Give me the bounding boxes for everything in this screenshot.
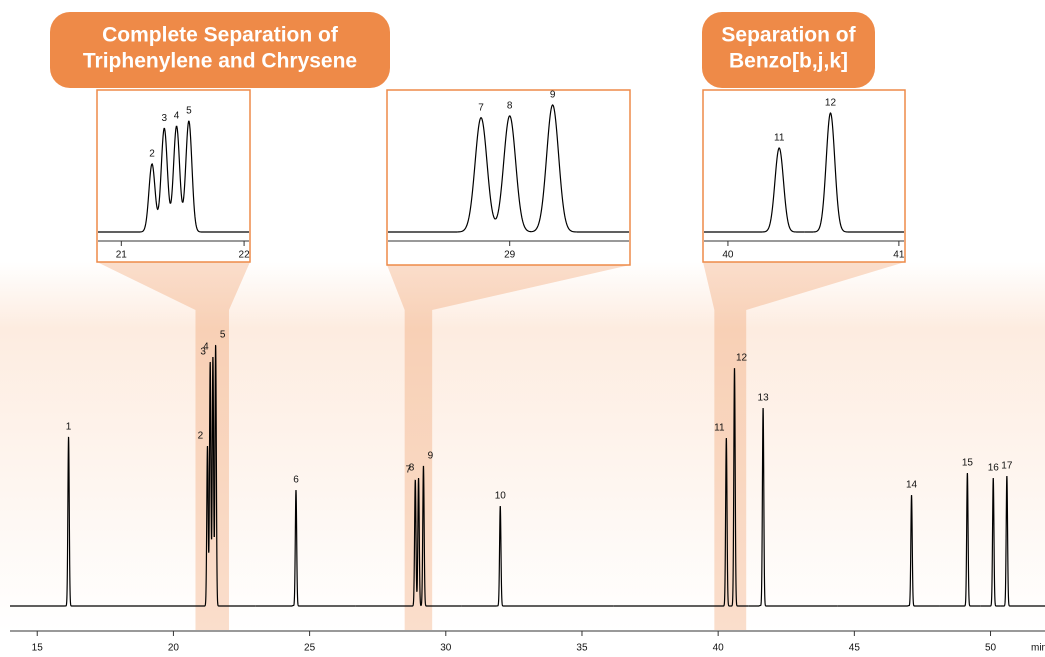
peak-label: 16 [988, 463, 1000, 474]
inset-frame [702, 89, 906, 263]
inset-tick-label: 21 [116, 250, 128, 261]
x-tick-label: 30 [440, 643, 452, 654]
peak-label: 13 [758, 393, 770, 404]
zoom-band [387, 265, 630, 630]
peak-label: 9 [428, 451, 434, 462]
peak [804, 112, 904, 233]
peak [138, 446, 210, 607]
inset-title: Triphenylene and Chrysene [83, 50, 357, 73]
peak [255, 489, 356, 607]
peak-label: 14 [906, 480, 918, 491]
x-tick-label: 25 [304, 643, 316, 654]
peak [213, 344, 256, 607]
peak-label: 2 [198, 431, 204, 442]
peak [157, 127, 171, 209]
peak [388, 116, 496, 233]
peak-label: 8 [507, 101, 513, 112]
inset-frame [386, 89, 631, 266]
peak-label: 3 [200, 347, 206, 358]
peak-label: 2 [149, 149, 155, 160]
zoom-band [703, 262, 905, 630]
peak [730, 368, 749, 607]
peak [416, 477, 422, 607]
peak [182, 120, 249, 233]
x-axis-label: min [1031, 643, 1045, 654]
peak [837, 495, 940, 607]
peak-label: 4 [174, 111, 180, 122]
peak-label: 11 [774, 133, 785, 144]
peak-label: 7 [406, 465, 412, 476]
inset-title: Benzo[b,j,k] [729, 50, 848, 73]
peak-label: 11 [714, 423, 725, 434]
inset-title-box [702, 12, 875, 88]
peak-label: 5 [220, 330, 226, 341]
x-tick-label: 45 [849, 643, 861, 654]
inset-title-box [50, 12, 390, 88]
x-tick-label: 40 [713, 643, 725, 654]
inset-tick-label: 41 [893, 250, 905, 261]
peak [355, 479, 418, 607]
peak [210, 357, 215, 540]
peak [98, 163, 159, 233]
peak [461, 505, 614, 607]
inset-tick-label: 40 [722, 250, 734, 261]
peak-label: 12 [825, 98, 837, 109]
peak-label: 9 [550, 90, 556, 101]
inset-tick-label: 29 [504, 250, 516, 261]
x-tick-label: 20 [168, 643, 180, 654]
peak-label: 15 [962, 458, 974, 469]
peak [208, 361, 213, 552]
peak [10, 436, 139, 607]
peak [495, 115, 532, 233]
peak-label: 3 [162, 113, 168, 124]
peak-label: 12 [736, 353, 748, 364]
peak-label: 4 [203, 342, 209, 353]
peak [531, 104, 629, 233]
peak [169, 125, 184, 204]
peak-label: 5 [186, 106, 192, 117]
peak-label: 6 [293, 475, 299, 486]
inset-title: Complete Separation of [102, 24, 339, 47]
inset-tick-label: 22 [239, 250, 251, 261]
peak-label: 7 [478, 102, 484, 113]
x-tick-label: 35 [576, 643, 588, 654]
peak [704, 147, 805, 233]
peak [420, 465, 462, 607]
peak [980, 477, 1001, 607]
peak [939, 472, 981, 607]
x-tick-label: 50 [985, 643, 997, 654]
peak-label: 10 [495, 491, 507, 502]
inset-title: Separation of [721, 24, 856, 47]
peak-label: 17 [1001, 461, 1013, 472]
peak-label: 8 [409, 463, 415, 474]
peak [1000, 476, 1045, 607]
peak-label: 1 [66, 422, 72, 433]
x-tick-label: 15 [32, 643, 44, 654]
background-glow [0, 262, 1045, 632]
peak [613, 438, 731, 607]
peak [748, 407, 838, 607]
